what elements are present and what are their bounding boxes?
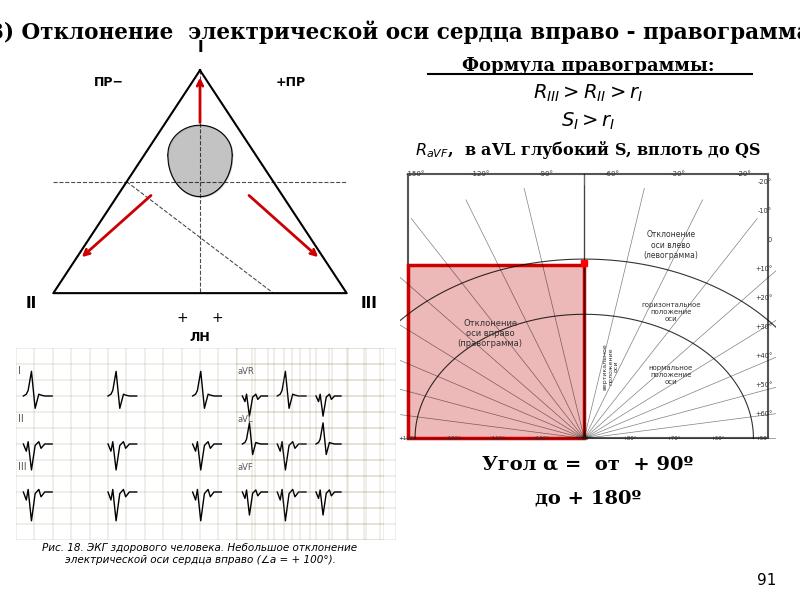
Text: +180°: +180° bbox=[398, 436, 417, 441]
Text: -30°: -30° bbox=[670, 171, 686, 177]
Text: +80°: +80° bbox=[622, 436, 637, 441]
Text: +ПР: +ПР bbox=[276, 76, 306, 89]
Text: aVF: aVF bbox=[238, 463, 254, 472]
Text: ЛН: ЛН bbox=[190, 331, 210, 344]
Text: aVL: aVL bbox=[238, 415, 253, 424]
Text: до + 180º: до + 180º bbox=[535, 489, 641, 507]
Text: +110°: +110° bbox=[487, 436, 506, 441]
Text: 3) Отклонение  электрической оси сердца вправо - правограмма: 3) Отклонение электрической оси сердца в… bbox=[0, 21, 800, 44]
Text: -150°: -150° bbox=[406, 171, 425, 177]
Text: +50°: +50° bbox=[755, 436, 770, 441]
Text: I: I bbox=[18, 365, 21, 376]
Text: +10°: +10° bbox=[755, 266, 772, 272]
Text: +60°: +60° bbox=[755, 410, 772, 416]
Text: +: + bbox=[177, 311, 188, 325]
Text: III: III bbox=[360, 296, 377, 311]
Text: Формула правограммы:: Формула правограммы: bbox=[462, 57, 714, 75]
Text: нормальное
положение
оси: нормальное положение оси bbox=[649, 365, 693, 385]
Text: $R_{III} > R_{II} > r_{I}$: $R_{III} > R_{II} > r_{I}$ bbox=[533, 83, 643, 104]
Text: III: III bbox=[18, 461, 26, 472]
Text: +60°: +60° bbox=[711, 436, 726, 441]
Text: Угол α =  от  + 90º: Угол α = от + 90º bbox=[482, 456, 694, 474]
Text: +50°: +50° bbox=[755, 382, 772, 388]
Text: +120°: +120° bbox=[443, 436, 461, 441]
Text: -90°: -90° bbox=[539, 171, 554, 177]
Text: Рис. 18. ЭКГ здорового человека. Небольшое отклонение
электрической оси сердца в: Рис. 18. ЭКГ здорового человека. Небольш… bbox=[42, 543, 358, 565]
Text: II: II bbox=[26, 296, 37, 311]
Text: Отклонение
оси вправо
(правограмма): Отклонение оси вправо (правограмма) bbox=[458, 319, 522, 349]
Text: Отклонение
оси влево
(левограмма): Отклонение оси влево (левограмма) bbox=[643, 230, 698, 260]
Text: -20°: -20° bbox=[737, 171, 751, 177]
Text: -10°: -10° bbox=[758, 208, 772, 214]
Text: 0: 0 bbox=[768, 237, 772, 243]
Text: aVR: aVR bbox=[238, 367, 254, 376]
Text: II: II bbox=[18, 413, 23, 424]
Text: -120°: -120° bbox=[471, 171, 490, 177]
Text: +40°: +40° bbox=[755, 353, 772, 359]
Text: +: + bbox=[212, 311, 223, 325]
Text: I: I bbox=[197, 40, 203, 55]
Text: +70°: +70° bbox=[666, 436, 681, 441]
Text: +100°: +100° bbox=[532, 436, 550, 441]
Text: горизонтальное
положение
оси: горизонтальное положение оси bbox=[641, 302, 701, 322]
Text: -20°: -20° bbox=[758, 179, 772, 185]
Bar bbox=[407, 265, 584, 439]
Text: -60°: -60° bbox=[605, 171, 620, 177]
Text: $S_{I} > r_{I}$: $S_{I} > r_{I}$ bbox=[561, 111, 615, 133]
Text: вертикальное
положение
оси: вертикальное положение оси bbox=[602, 343, 619, 390]
Text: +20°: +20° bbox=[755, 295, 772, 301]
Text: $R_{aVF}$,  в аVL глубокий S, вплоть до QS: $R_{aVF}$, в аVL глубокий S, вплоть до Q… bbox=[415, 139, 761, 161]
Text: 91: 91 bbox=[757, 573, 776, 588]
Text: ПР−: ПР− bbox=[94, 76, 124, 89]
Text: +90°: +90° bbox=[578, 436, 592, 441]
Text: +30°: +30° bbox=[755, 324, 772, 330]
Bar bbox=[407, 265, 584, 439]
